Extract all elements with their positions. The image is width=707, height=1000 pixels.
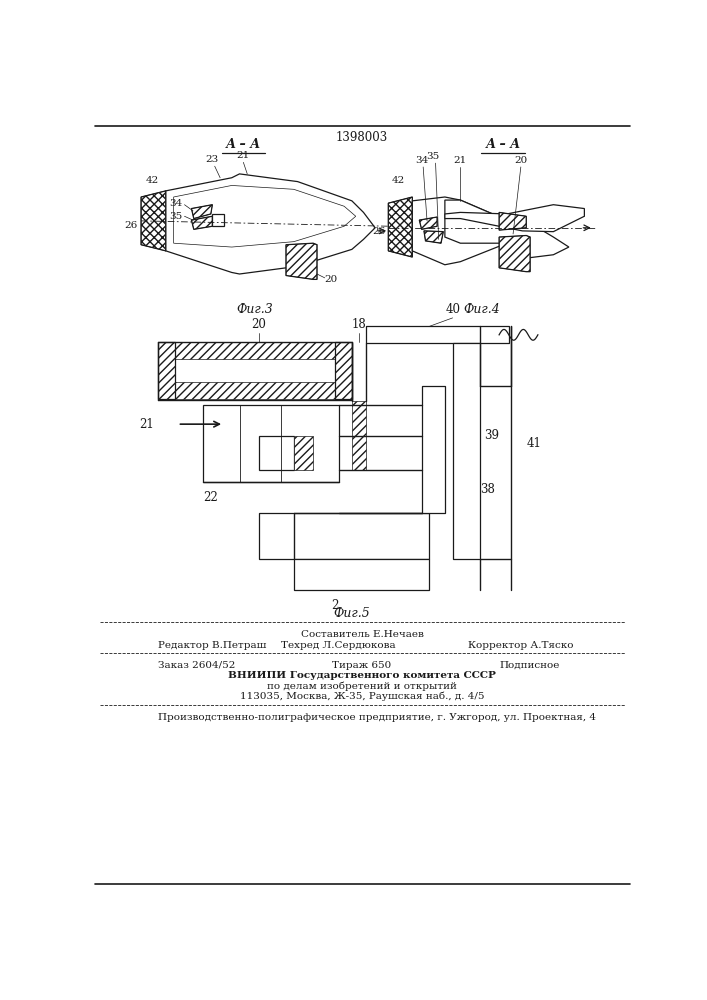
Bar [366,326,509,343]
Bar [293,559,429,590]
Bar [352,401,366,470]
Text: по делам изобретений и открытий: по делам изобретений и открытий [267,681,457,691]
Text: 1398003: 1398003 [336,131,388,144]
Polygon shape [212,214,224,226]
Bar [421,386,445,513]
Polygon shape [192,205,212,219]
Text: 23: 23 [206,155,219,164]
Bar [259,513,429,559]
Polygon shape [388,197,412,257]
Bar [158,342,175,399]
Text: Фиг.5: Фиг.5 [334,607,370,620]
Polygon shape [445,200,569,259]
Text: Фиг.4: Фиг.4 [464,303,501,316]
Polygon shape [424,231,443,243]
Polygon shape [419,217,437,229]
Bar [335,342,352,399]
Text: 42: 42 [146,176,158,185]
Bar [366,326,509,343]
Text: 39: 39 [484,429,498,442]
Bar [452,343,480,559]
Text: 21: 21 [139,418,154,431]
Text: 34: 34 [170,199,183,208]
Bar [259,513,429,559]
Text: 35: 35 [426,152,440,161]
Bar [203,405,339,482]
Text: Подписное: Подписное [499,661,559,670]
Polygon shape [286,243,317,279]
Text: 41: 41 [526,437,541,450]
Text: 26: 26 [372,227,385,236]
Text: 20: 20 [325,275,338,284]
Text: 2: 2 [331,599,339,612]
Text: 21: 21 [237,151,250,160]
Bar [335,342,352,399]
Bar [158,342,352,359]
Bar [293,559,429,590]
Text: 26: 26 [124,221,138,230]
Text: Производственно-полиграфическое предприятие, г. Ужгород, ул. Проектная, 4: Производственно-полиграфическое предприя… [158,713,596,722]
Text: Тираж 650: Тираж 650 [332,661,392,670]
Polygon shape [412,197,518,265]
Text: ВНИИПИ Государственного комитета СССР: ВНИИПИ Государственного комитета СССР [228,671,496,680]
Text: А – А: А – А [486,138,520,151]
Text: 22: 22 [203,491,218,504]
Polygon shape [192,216,212,229]
Bar [293,436,313,470]
Text: Фиг.3: Фиг.3 [237,303,274,316]
Text: 21: 21 [454,156,467,165]
Text: 20: 20 [514,156,527,165]
Polygon shape [499,235,530,272]
Text: 42: 42 [392,176,405,185]
Text: 18: 18 [351,318,366,331]
Text: А – А: А – А [226,138,261,151]
Text: 40: 40 [445,303,460,316]
Polygon shape [166,174,375,274]
Bar [158,382,352,399]
Polygon shape [141,191,166,251]
Polygon shape [445,205,585,232]
Text: Составитель Е.Нечаев: Составитель Е.Нечаев [300,630,423,639]
Bar [421,386,445,513]
Text: Корректор А.Тяско: Корректор А.Тяско [468,641,573,650]
Text: 20: 20 [252,318,267,331]
Bar [158,342,175,399]
Polygon shape [499,212,526,230]
Text: 35: 35 [170,212,183,221]
Bar [259,436,293,470]
Text: Техред Л.Сердюкова: Техред Л.Сердюкова [281,641,395,650]
Text: Редактор В.Петраш: Редактор В.Петраш [158,641,267,650]
Text: 34: 34 [415,156,428,165]
Text: Заказ 2604/52: Заказ 2604/52 [158,661,235,670]
Bar [452,343,480,559]
Text: 38: 38 [480,483,495,496]
Text: 113035, Москва, Ж-35, Раушская наб., д. 4/5: 113035, Москва, Ж-35, Раушская наб., д. … [240,691,484,701]
